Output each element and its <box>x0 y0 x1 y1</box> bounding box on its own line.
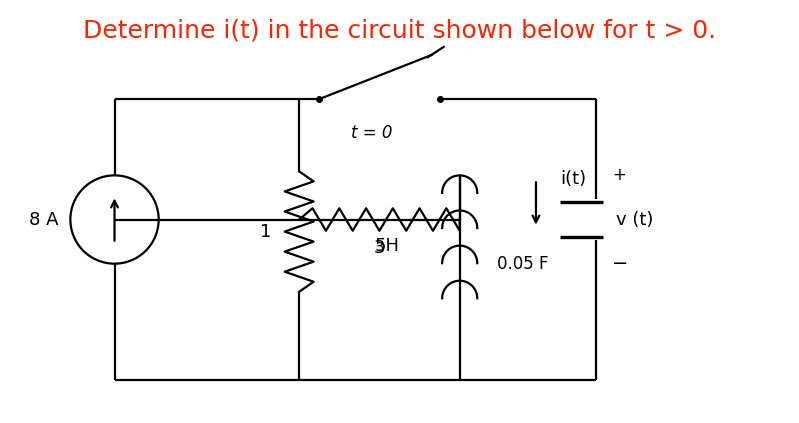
Text: v (t): v (t) <box>616 211 654 228</box>
Text: 8 A: 8 A <box>29 211 58 228</box>
Text: i(t): i(t) <box>560 170 586 188</box>
Text: 5H: 5H <box>375 236 400 255</box>
Text: 1: 1 <box>260 222 271 241</box>
Text: 3: 3 <box>374 239 385 257</box>
Text: Determine i(t) in the circuit shown below for t > 0.: Determine i(t) in the circuit shown belo… <box>83 19 716 43</box>
Text: −: − <box>612 254 629 273</box>
Text: +: + <box>612 166 626 184</box>
Text: t = 0: t = 0 <box>351 124 392 142</box>
Text: 0.05 F: 0.05 F <box>496 255 548 273</box>
